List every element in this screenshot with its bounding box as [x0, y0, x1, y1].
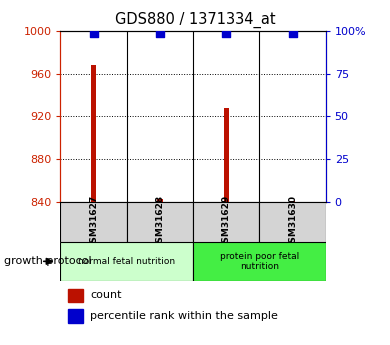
Point: [90, 30, 97, 36]
Text: GSM31629: GSM31629: [222, 195, 231, 249]
Bar: [68, 289, 83, 302]
Text: percentile rank within the sample: percentile rank within the sample: [90, 311, 278, 321]
Bar: [60, 202, 127, 242]
Text: protein poor fetal
nutrition: protein poor fetal nutrition: [220, 252, 299, 271]
Point: [289, 30, 296, 36]
Bar: [193, 241, 326, 281]
Bar: [259, 202, 326, 242]
Point: [157, 30, 163, 36]
Bar: [223, 108, 229, 202]
Text: normal fetal nutrition: normal fetal nutrition: [78, 257, 176, 266]
Bar: [290, 201, 295, 202]
Bar: [193, 202, 259, 242]
Bar: [68, 309, 83, 323]
Text: GSM31630: GSM31630: [288, 195, 297, 249]
Text: growth protocol: growth protocol: [4, 256, 92, 266]
Point: [223, 30, 229, 36]
Text: GSM31627: GSM31627: [89, 195, 98, 249]
Bar: [91, 65, 96, 202]
Bar: [157, 199, 163, 202]
Bar: [60, 241, 193, 281]
Bar: [127, 202, 193, 242]
Text: count: count: [90, 290, 122, 300]
Text: GSM31628: GSM31628: [155, 195, 165, 249]
Text: GDS880 / 1371334_at: GDS880 / 1371334_at: [115, 12, 275, 28]
